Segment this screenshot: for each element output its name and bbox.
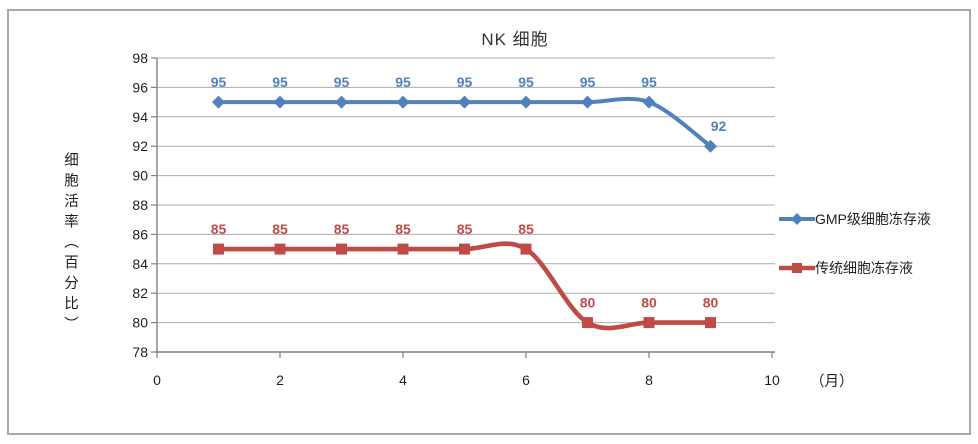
data-label: 85	[272, 221, 288, 237]
data-label: 95	[641, 74, 657, 90]
y-tick-label: 84	[132, 256, 148, 272]
data-label: 85	[518, 221, 534, 237]
square-marker	[520, 243, 532, 255]
legend-line-square-icon	[779, 263, 815, 273]
x-tick-label: 8	[645, 372, 653, 388]
y-axis-title: 细胞活率（百分比）	[62, 152, 78, 337]
data-label: 80	[580, 295, 596, 311]
x-tick-label: 2	[276, 372, 284, 388]
square-marker	[274, 243, 286, 255]
data-label: 95	[580, 74, 596, 90]
data-label: 80	[641, 295, 657, 311]
square-marker	[582, 317, 593, 329]
data-label: 85	[395, 221, 411, 237]
y-tick-label: 94	[132, 109, 148, 125]
data-label: 95	[457, 74, 473, 90]
data-label: 95	[395, 74, 411, 90]
x-tick-label: 4	[399, 372, 407, 388]
square-marker	[459, 243, 470, 255]
y-tick-label: 86	[132, 226, 148, 242]
data-label: 85	[334, 221, 350, 237]
data-label: 80	[703, 295, 719, 311]
data-label: 95	[211, 74, 227, 90]
legend-item: 传统细胞冻存液	[779, 254, 931, 282]
data-label: 95	[334, 74, 350, 90]
legend-item: GMP级细胞冻存液	[779, 205, 931, 233]
diamond-marker	[212, 95, 225, 109]
data-label: 85	[211, 221, 227, 237]
square-marker	[643, 317, 655, 329]
legend: GMP级细胞冻存液 传统细胞冻存液	[779, 205, 931, 282]
data-label: 85	[457, 221, 473, 237]
data-label: 95	[518, 74, 534, 90]
data-label: 95	[272, 74, 288, 90]
y-tick-label: 82	[132, 285, 148, 301]
y-tick-label: 96	[132, 79, 148, 95]
y-tick-label: 88	[132, 197, 148, 213]
diamond-marker	[458, 95, 471, 109]
diamond-marker	[335, 95, 348, 109]
x-axis-unit-label: （月）	[810, 374, 854, 390]
y-tick-label: 80	[132, 315, 148, 331]
square-marker	[213, 243, 224, 255]
square-marker	[397, 243, 409, 255]
x-tick-label: 0	[153, 372, 161, 388]
diamond-marker	[642, 95, 656, 109]
diamond-marker	[273, 95, 287, 109]
y-tick-label: 92	[132, 138, 148, 154]
legend-line-diamond-icon	[779, 213, 815, 225]
x-tick-label: 10	[764, 372, 780, 388]
x-tick-label: 6	[522, 372, 530, 388]
legend-label: GMP级细胞冻存液	[815, 211, 931, 227]
diamond-marker	[704, 139, 717, 153]
y-tick-label: 90	[132, 168, 148, 184]
data-label: 92	[711, 118, 727, 134]
square-marker	[705, 317, 716, 329]
diamond-marker	[519, 95, 533, 109]
chart-title: NK 细胞	[481, 30, 549, 49]
chart-frame	[7, 9, 971, 435]
y-tick-label: 98	[132, 50, 148, 66]
y-tick-label: 78	[132, 344, 148, 360]
diamond-marker	[396, 95, 410, 109]
legend-label: 传统细胞冻存液	[815, 260, 913, 276]
square-marker	[336, 243, 347, 255]
series-line	[216, 241, 713, 331]
diamond-marker	[581, 95, 594, 109]
